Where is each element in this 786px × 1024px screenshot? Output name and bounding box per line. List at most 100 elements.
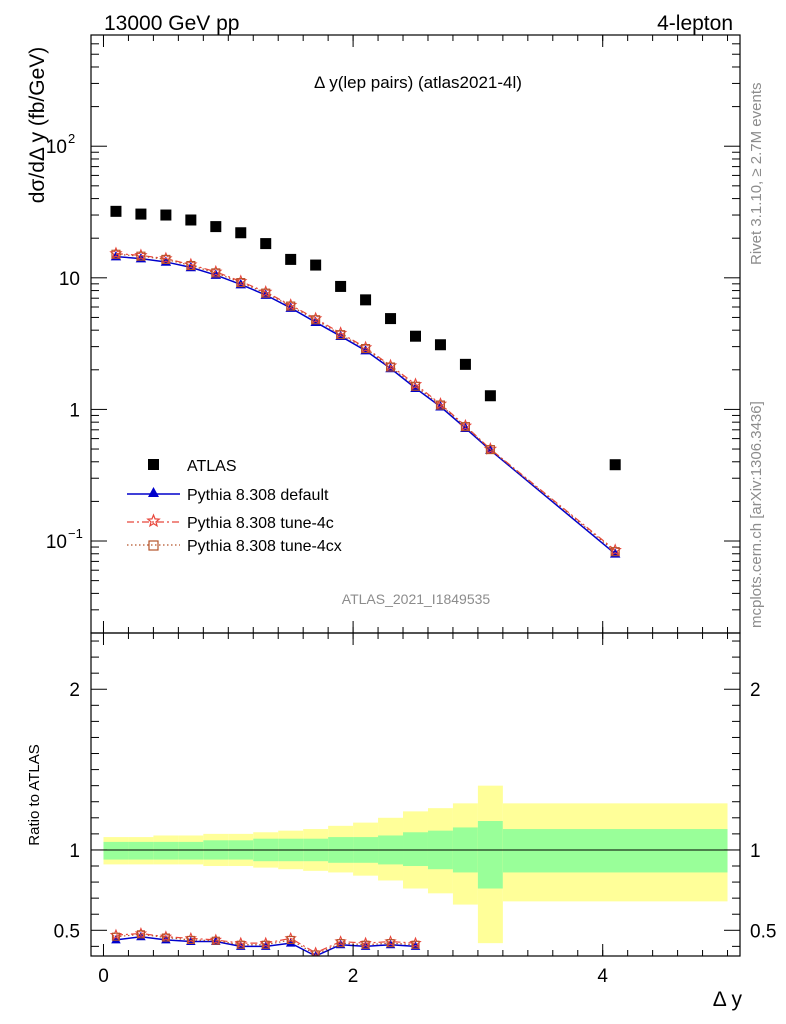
point-atlas-4	[210, 221, 222, 233]
point-atlas-2	[160, 209, 172, 221]
ratio-y-tick-label-right: 1	[750, 841, 761, 862]
point-atlas-7	[285, 253, 297, 265]
point-atlas-9	[335, 280, 347, 292]
ratio-y-tick-label-right: 0.5	[750, 921, 776, 942]
point-tune4cx-7	[286, 301, 296, 311]
point-tune4cx-11	[385, 362, 396, 372]
y-tick-label: 10	[46, 137, 67, 158]
band-inner-12	[403, 832, 428, 867]
ratio-y-tick-label: 2	[69, 680, 80, 701]
point-tune4cx-2	[161, 254, 171, 264]
side-text-bottom: mcplots.cern.ch [arXiv:1306.3436]	[748, 401, 765, 628]
y-tick-exponent: −1	[68, 526, 83, 541]
ratio-point-tune4cx-8	[311, 950, 320, 956]
legend-marker-default	[148, 487, 159, 497]
point-tune4cx-16	[610, 547, 620, 557]
point-tune4cx-9	[336, 330, 346, 340]
point-tune4cx-5	[236, 278, 246, 288]
point-tune4cx-15	[485, 445, 495, 455]
point-atlas-14	[459, 358, 471, 370]
y-axis-label-ratio: Ratio to ATLAS	[26, 744, 43, 845]
legend-label-atlas: ATLAS	[187, 458, 237, 475]
x-tick-label: 2	[348, 966, 359, 987]
header-right: 4-lepton	[657, 12, 733, 35]
y-axis-label-main: dσ/dΔ y (fb/GeV)	[26, 47, 49, 204]
point-tune4cx-6	[261, 288, 271, 298]
point-tune4cx-12	[410, 381, 421, 391]
legend-label-tune4cx: Pythia 8.308 tune-4cx	[187, 538, 342, 555]
ratio-point-default-8	[312, 951, 319, 956]
ratio-series	[109, 927, 422, 956]
ratio-point-tune4cx-6	[261, 940, 270, 949]
ratio-point-tune4cx-0	[111, 932, 121, 941]
band-inner-16	[502, 829, 728, 873]
point-tune4cx-1	[136, 251, 146, 261]
x-axis-label: Δ y	[713, 988, 743, 1011]
point-atlas-11	[385, 313, 397, 325]
side-text-top: Rivet 3.1.10, ≥ 2.7M events	[748, 83, 765, 266]
y-tick-label: 1	[69, 400, 80, 421]
legend-marker-tune4cx	[148, 540, 159, 551]
band-inner-2	[153, 841, 179, 860]
point-tune4cx-13	[435, 400, 446, 410]
ratio-frame	[90, 632, 741, 957]
point-atlas-12	[410, 330, 421, 342]
y-tick-label: 10	[59, 269, 80, 290]
x-tick-label: 0	[98, 966, 109, 987]
y-tick-exponent: 2	[68, 131, 75, 146]
point-atlas-13	[434, 339, 446, 351]
ratio-point-tune4cx-1	[136, 930, 145, 939]
legend-marker-tune4c	[146, 513, 161, 528]
ratio-point-tune4cx-7	[286, 935, 295, 944]
legend-entry-default: Pythia 8.308 default	[127, 487, 329, 504]
legend-entry-atlas: ATLAS	[148, 458, 237, 475]
ratio-bands	[103, 785, 728, 944]
point-atlas-10	[360, 294, 372, 306]
ratio-point-tune4cx-3	[186, 935, 195, 944]
legend-label-tune4c: Pythia 8.308 tune-4c	[187, 515, 334, 532]
legend-entry-tune4c: Pythia 8.308 tune-4c	[127, 513, 334, 532]
point-tune4cx-3	[186, 260, 196, 271]
point-tune4cx-0	[111, 249, 121, 259]
point-atlas-8	[310, 259, 322, 271]
ratio-point-default-0	[111, 934, 121, 944]
band-inner-3	[178, 841, 204, 860]
line-tune4cx	[115, 253, 616, 553]
line-tune4c	[115, 252, 616, 551]
band-inner-0	[103, 841, 129, 860]
point-atlas-5	[235, 227, 247, 239]
ratio-y-tick-label: 1	[69, 841, 80, 862]
legend: ATLAS Pythia 8.308 default Pythia 8.308 …	[127, 458, 342, 555]
ratio-line-tune4cx	[115, 933, 416, 956]
point-tune4cx-4	[211, 268, 221, 278]
point-atlas-16	[609, 459, 621, 471]
ratio-point-default-7	[285, 938, 296, 947]
legend-label-default: Pythia 8.308 default	[187, 487, 329, 504]
ratio-point-tune4cx-12	[411, 940, 420, 949]
point-tune4cx-8	[311, 315, 321, 325]
ratio-point-tune4cx-4	[211, 936, 220, 945]
header-left: 13000 GeV pp	[104, 12, 239, 35]
point-tune4cx-14	[460, 422, 470, 432]
x-tick-label: 4	[597, 966, 608, 987]
point-atlas-0	[110, 205, 122, 217]
ratio-y-tick-label: 0.5	[54, 921, 80, 942]
ratio-line-tune4c	[115, 932, 416, 954]
ratio-point-tune4cx-5	[236, 940, 245, 949]
watermark: ATLAS_2021_I1849535	[342, 591, 491, 607]
y-tick-label: 10	[46, 532, 67, 553]
ratio-point-tune4cx-2	[161, 933, 170, 942]
plot-title: Δ y(lep pairs) (atlas2021-4l)	[314, 73, 522, 92]
ratio-y-tick-label-right: 2	[750, 680, 761, 701]
band-inner-15	[477, 821, 503, 889]
ratio-point-tune4cx-11	[386, 939, 395, 948]
band-inner-1	[128, 841, 154, 860]
point-atlas-6	[260, 238, 272, 250]
ratio-point-tune4cx-10	[361, 940, 370, 949]
main-series	[109, 205, 622, 558]
point-atlas-3	[185, 214, 197, 226]
point-tune4cx-10	[361, 344, 371, 354]
point-atlas-1	[135, 208, 147, 220]
